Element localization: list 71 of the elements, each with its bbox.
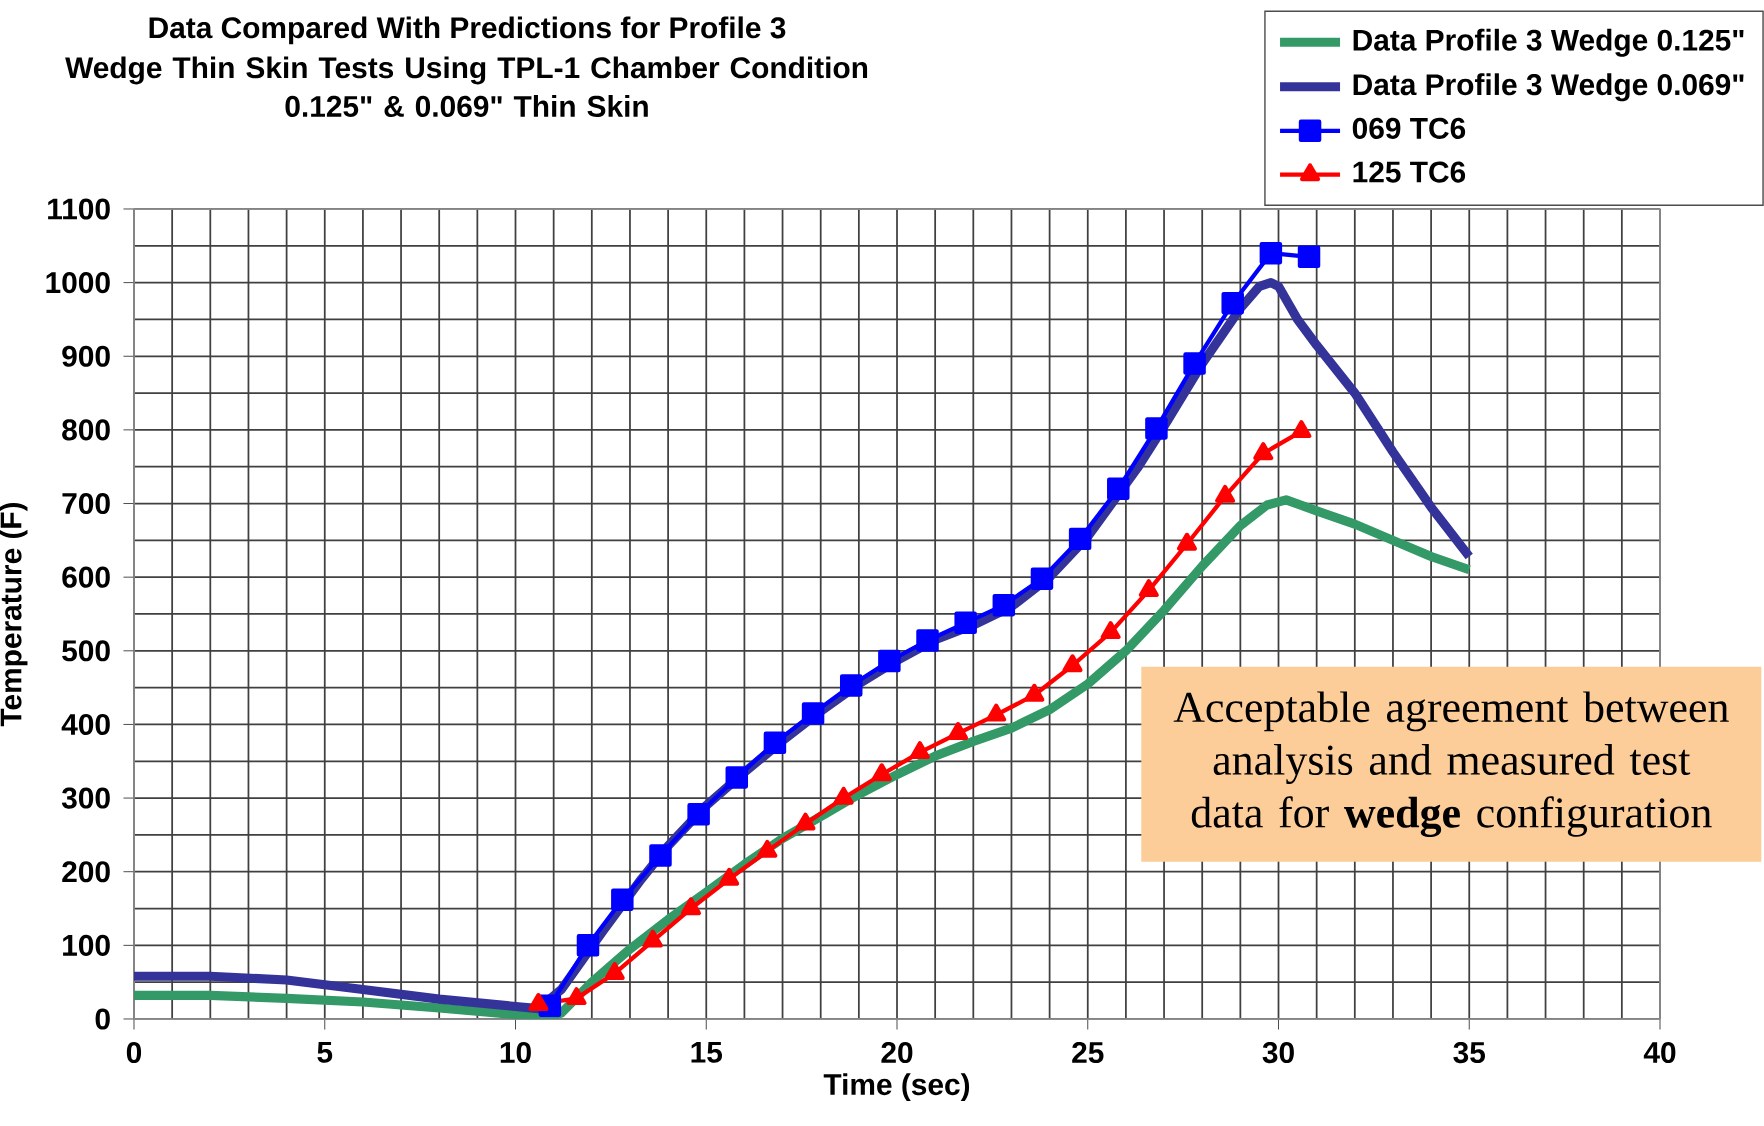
y-tick-label: 800 bbox=[62, 419, 110, 441]
point bbox=[801, 702, 825, 725]
y-tick-label: 1100 bbox=[48, 198, 110, 220]
y-tick-label: 500 bbox=[62, 640, 110, 662]
point bbox=[1215, 484, 1236, 503]
point bbox=[680, 897, 702, 916]
y-tick-label: 900 bbox=[62, 345, 110, 367]
point bbox=[1030, 567, 1054, 590]
point bbox=[725, 766, 749, 789]
y-tick-label: 600 bbox=[62, 566, 110, 588]
point bbox=[1259, 241, 1283, 265]
x-tick-label: 30 bbox=[1262, 1041, 1294, 1064]
point bbox=[948, 722, 969, 740]
point bbox=[757, 839, 778, 858]
point bbox=[909, 741, 930, 760]
point bbox=[687, 803, 710, 826]
point bbox=[871, 763, 892, 782]
point bbox=[954, 611, 977, 635]
point bbox=[916, 629, 939, 652]
point bbox=[833, 786, 854, 805]
point bbox=[878, 649, 901, 673]
point bbox=[1176, 532, 1197, 551]
point bbox=[992, 593, 1016, 617]
point bbox=[1183, 352, 1206, 375]
y-tick-label: 0 bbox=[95, 1008, 110, 1030]
annotation: Acceptable agreement between analysis and measured test data for wedge configuration bbox=[1173, 691, 1729, 837]
point bbox=[566, 987, 587, 1006]
legend-label: Data Profile 3 Wedge 0.125" bbox=[1353, 28, 1744, 57]
point bbox=[719, 867, 740, 886]
point bbox=[986, 703, 1007, 722]
point bbox=[576, 934, 600, 957]
point bbox=[1138, 579, 1159, 598]
point bbox=[642, 929, 663, 948]
x-tick-label: 35 bbox=[1453, 1041, 1486, 1064]
point bbox=[1062, 654, 1083, 673]
x-tick-label: 10 bbox=[500, 1041, 531, 1064]
point bbox=[649, 844, 672, 867]
y-tick-label: 300 bbox=[61, 787, 110, 809]
legend-label: 069 TC6 bbox=[1352, 117, 1466, 139]
point bbox=[604, 962, 625, 981]
y-tick-label: 200 bbox=[62, 861, 110, 883]
point bbox=[1145, 417, 1168, 440]
point bbox=[528, 993, 549, 1011]
y-tick-label: 100 bbox=[63, 934, 110, 956]
point bbox=[763, 731, 787, 755]
y-tick-label: 700 bbox=[62, 492, 110, 515]
x-tick-label: 40 bbox=[1643, 1041, 1676, 1064]
x-tick-label: 20 bbox=[881, 1041, 913, 1064]
point bbox=[1100, 621, 1121, 640]
y-axis-title: Temperature (F) bbox=[0, 502, 28, 727]
x-axis-title: Time (sec) bbox=[823, 1073, 970, 1102]
point bbox=[1024, 683, 1045, 702]
x-tick-label: 15 bbox=[691, 1041, 723, 1063]
point bbox=[1253, 442, 1274, 461]
y-tick-label: 400 bbox=[61, 713, 110, 735]
x-tick-label: 0 bbox=[126, 1041, 142, 1064]
legend-label: 125 TC6 bbox=[1353, 161, 1466, 183]
y-tick-label: 1000 bbox=[46, 272, 110, 294]
point bbox=[839, 674, 863, 697]
chart-title: Data Compared With Predictions for Profile 3 bbox=[149, 16, 786, 45]
x-tick-label: 5 bbox=[317, 1041, 333, 1063]
point bbox=[1068, 527, 1092, 551]
x-tick-label: 25 bbox=[1072, 1041, 1104, 1064]
point bbox=[1291, 420, 1312, 439]
point bbox=[1297, 245, 1321, 269]
point bbox=[795, 812, 816, 831]
chart-subtitle: Wedge Thin Skin Tests Using TPL-1 Chamber Condition 0.125" & 0.069" Thin Skin bbox=[65, 56, 868, 117]
point bbox=[1107, 477, 1130, 501]
point bbox=[611, 888, 634, 911]
point bbox=[1221, 291, 1244, 315]
legend-label: Data Profile 3 Wedge 0.069" bbox=[1353, 73, 1744, 102]
